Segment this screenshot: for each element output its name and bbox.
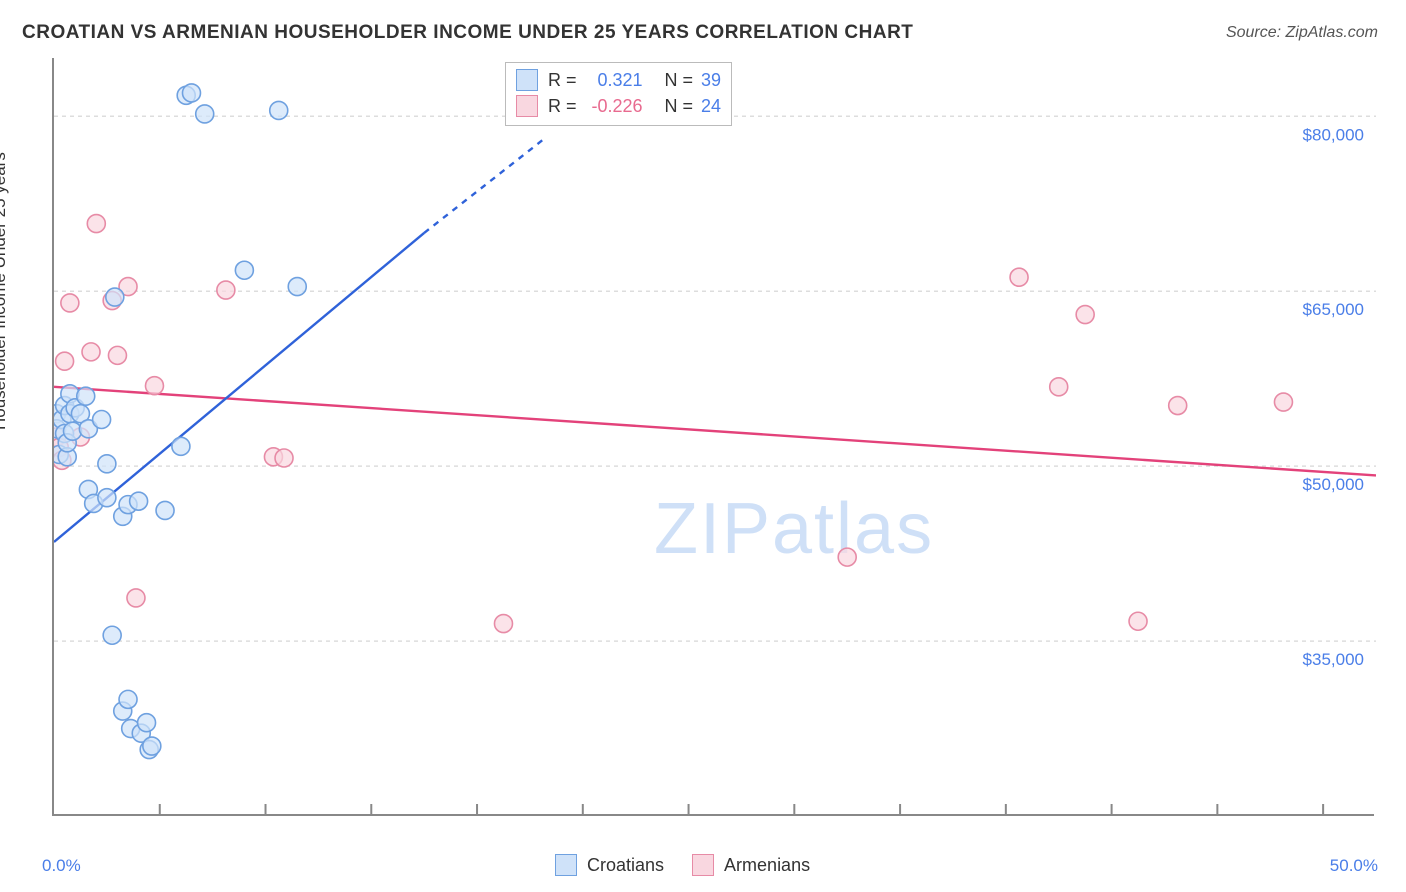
x-axis-min-label: 0.0% [42, 856, 81, 876]
swatch-armenians [516, 95, 538, 117]
n-value-armenians: 24 [701, 93, 721, 119]
chart-title: CROATIAN VS ARMENIAN HOUSEHOLDER INCOME … [22, 22, 913, 44]
r-value-croatians: 0.321 [585, 67, 643, 93]
n-label: N = [665, 67, 694, 93]
plot-area: ZIPatlas $35,000$50,000$65,000$80,000 [52, 58, 1374, 816]
svg-text:$80,000: $80,000 [1303, 125, 1364, 144]
legend-label-croatians: Croatians [587, 855, 664, 876]
r-label: R = [548, 93, 577, 119]
stats-box: R = 0.321 N = 39 R = -0.226 N = 24 [505, 62, 732, 126]
source-label: Source: ZipAtlas.com [1226, 24, 1378, 42]
legend-swatch-croatians [555, 854, 577, 876]
svg-text:$50,000: $50,000 [1303, 475, 1364, 494]
n-value-croatians: 39 [701, 67, 721, 93]
r-value-armenians: -0.226 [585, 93, 643, 119]
legend-swatch-armenians [692, 854, 714, 876]
svg-text:$35,000: $35,000 [1303, 650, 1364, 669]
svg-text:$65,000: $65,000 [1303, 300, 1364, 319]
n-label: N = [665, 93, 694, 119]
y-axis-title: Householder Income Under 25 years [0, 152, 10, 430]
chart-svg: $35,000 $50,000 $65,000 $80,000 [54, 58, 1376, 816]
bottom-legend: Croatians Armenians [555, 854, 810, 876]
legend-label-armenians: Armenians [724, 855, 810, 876]
legend-item-armenians: Armenians [692, 854, 810, 876]
stats-row-armenians: R = -0.226 N = 24 [516, 93, 721, 119]
r-label: R = [548, 67, 577, 93]
legend-item-croatians: Croatians [555, 854, 664, 876]
swatch-croatians [516, 69, 538, 91]
stats-row-croatians: R = 0.321 N = 39 [516, 67, 721, 93]
x-axis-max-label: 50.0% [1330, 856, 1378, 876]
